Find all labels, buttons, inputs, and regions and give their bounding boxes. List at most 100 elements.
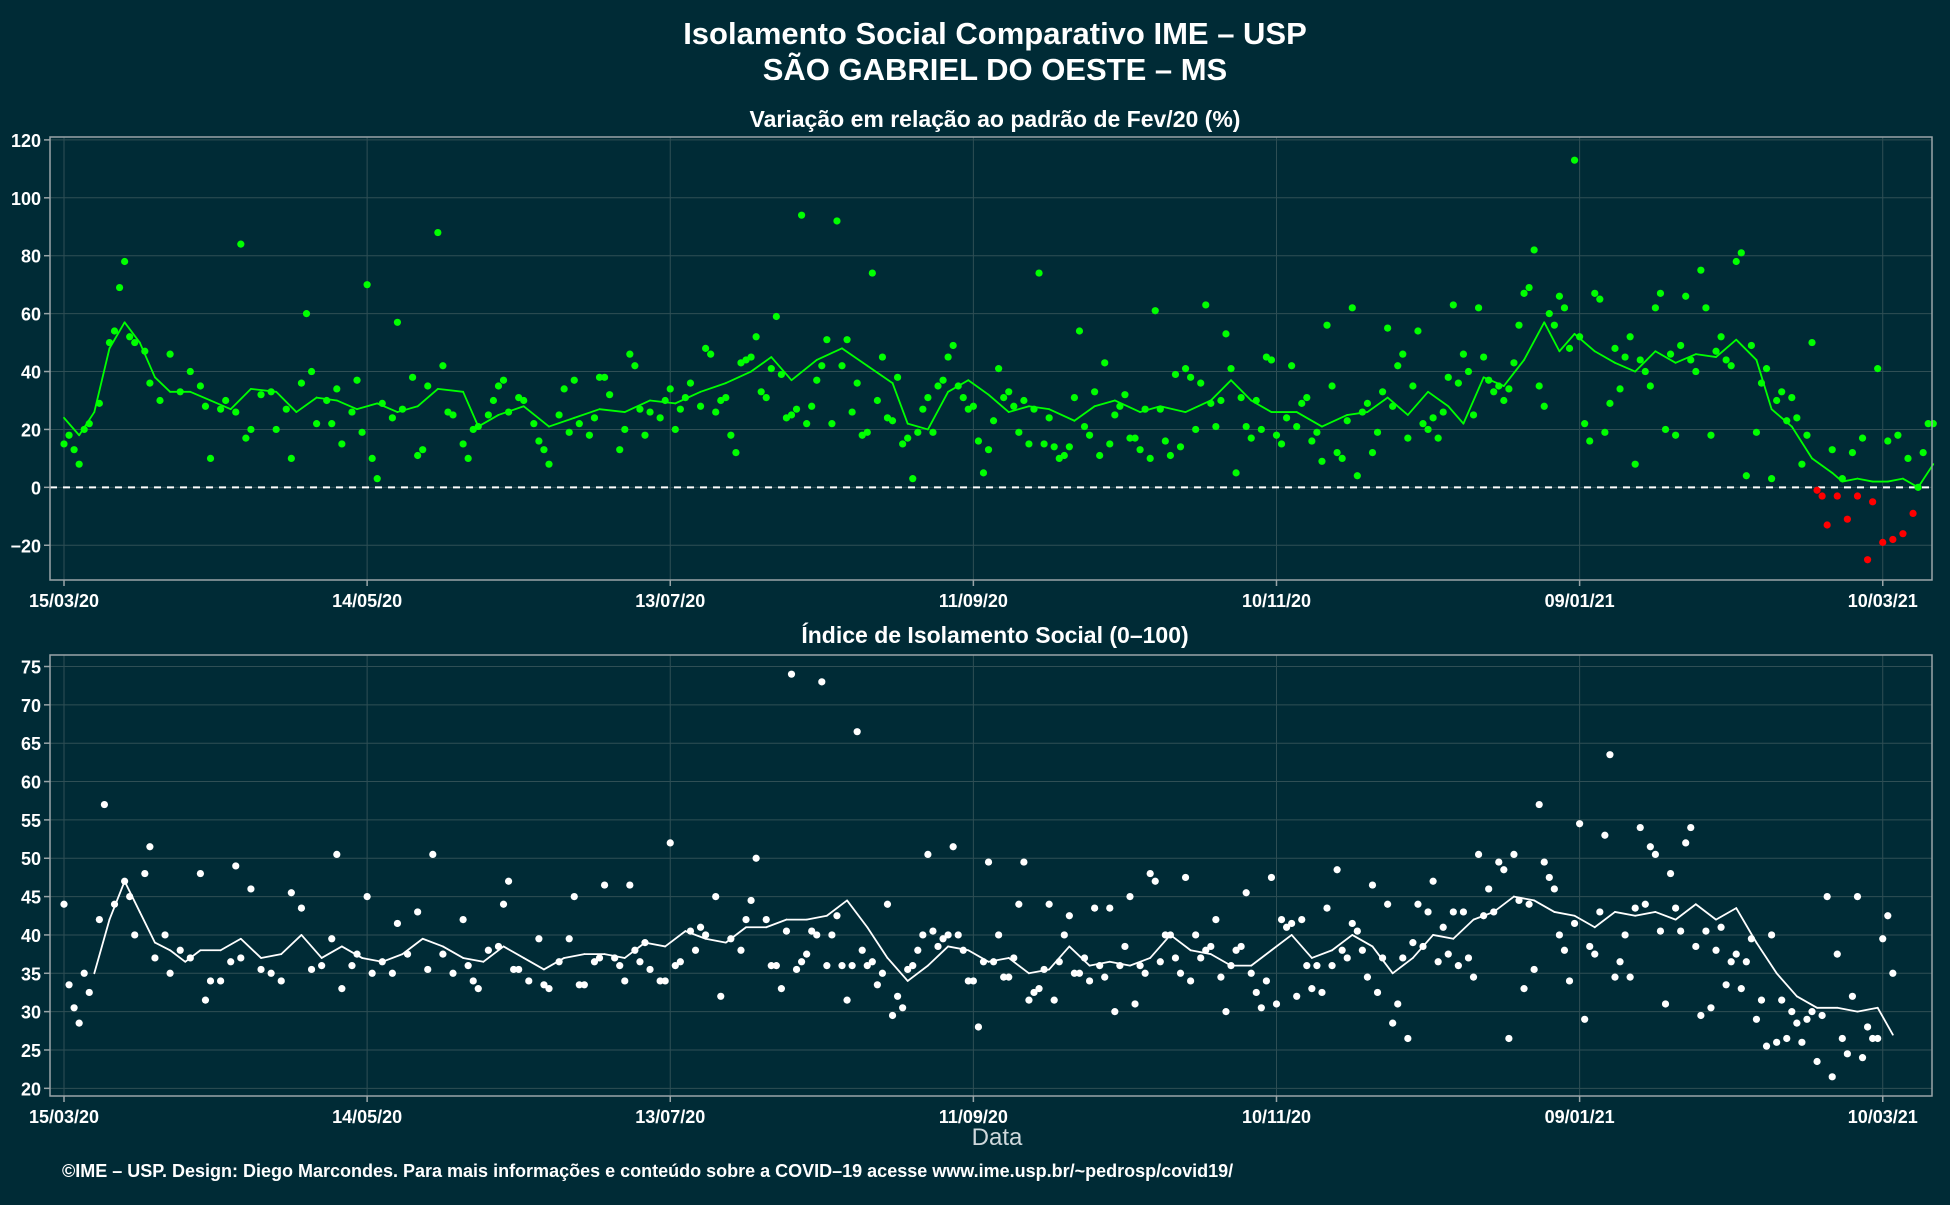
variation-data-point: [1863, 556, 1872, 564]
variation-data-point: [1641, 367, 1649, 376]
variation-data-point: [681, 393, 690, 402]
variation-data-point: [1520, 289, 1528, 297]
index-trend-line-segment: [1614, 911, 1637, 917]
variation-data-point: [1485, 376, 1493, 384]
variation-trend-line-segment: [1447, 405, 1465, 425]
variation-data-point: [1338, 454, 1346, 462]
variation-data-point: [1540, 402, 1548, 410]
variation-trend-line-segment: [436, 388, 465, 393]
variation-trend-line-segment: [1406, 390, 1429, 416]
variation-trend-line-segment: [229, 388, 252, 411]
index-data-point: [1601, 831, 1609, 839]
variation-data-point: [1151, 307, 1159, 315]
index-data-point: [1636, 823, 1644, 832]
variation-trend-line-segment: [335, 399, 358, 411]
index-data-point: [510, 965, 518, 974]
index-data-point: [838, 962, 846, 970]
variation-data-point: [530, 420, 538, 428]
index-data-point: [403, 950, 412, 958]
variation-trend-line-segment: [573, 408, 601, 419]
index-data-point: [1348, 919, 1356, 928]
variation-data-point: [1636, 356, 1644, 364]
variation-data-point: [974, 437, 983, 445]
index-data-point: [328, 935, 336, 943]
variation-trend-line-segment: [1502, 359, 1525, 387]
index-data-point: [1717, 923, 1725, 931]
variation-data-point: [1798, 460, 1806, 468]
variation-y-tick-label: 60: [21, 305, 41, 325]
variation-trend-line-segment: [967, 379, 990, 396]
index-y-tick-label: 60: [21, 773, 41, 793]
variation-data-point: [1045, 414, 1053, 422]
variation-data-point: [767, 365, 775, 373]
index-data-point: [1394, 1000, 1402, 1008]
index-y-tick-label: 30: [21, 1003, 41, 1023]
variation-data-point: [353, 376, 361, 384]
variation-data-point: [1899, 530, 1907, 538]
variation-data-point: [105, 338, 114, 347]
variation-data-point: [1384, 324, 1392, 332]
index-data-point: [792, 965, 801, 974]
index-data-point: [1545, 873, 1553, 882]
variation-data-point: [1272, 431, 1281, 439]
variation-data-point: [636, 405, 644, 413]
index-data-point: [1091, 904, 1099, 912]
index-data-point: [504, 877, 513, 885]
index-data-point: [1136, 962, 1144, 970]
index-trend-line-segment: [906, 964, 929, 982]
index-data-point: [1692, 942, 1700, 951]
index-data-point: [702, 931, 710, 939]
variation-data-point: [787, 411, 796, 419]
variation-data-point: [1727, 362, 1735, 370]
variation-trend-line-segment: [790, 359, 818, 382]
index-data-point: [555, 958, 563, 966]
variation-trend-line-segment: [209, 399, 232, 411]
index-data-point: [1879, 935, 1887, 943]
variation-data-point: [1767, 475, 1776, 483]
variation-data-point: [424, 382, 432, 390]
variation-data-point: [1449, 301, 1457, 309]
index-data-point: [1197, 954, 1205, 962]
index-data-point: [1424, 908, 1432, 916]
variation-data-point: [909, 475, 917, 483]
index-data-point: [570, 892, 578, 901]
variation-data-point: [1242, 422, 1250, 431]
index-data-point: [1414, 900, 1422, 908]
index-data-point: [1313, 962, 1321, 970]
variation-data-point: [1232, 469, 1240, 477]
variation-x-tick-label: 11/09/20: [939, 591, 1008, 611]
index-data-point: [1752, 1015, 1761, 1023]
variation-data-point: [1313, 428, 1321, 436]
variation-y-tick-label: 40: [21, 363, 41, 383]
index-data-point: [772, 962, 780, 970]
index-data-point: [1747, 935, 1755, 943]
variation-data-point: [828, 420, 836, 428]
index-data-point: [1833, 950, 1841, 958]
index-data-point: [368, 969, 376, 977]
variation-data-point: [590, 414, 599, 422]
index-data-point: [1282, 923, 1291, 931]
index-data-point: [1060, 931, 1068, 939]
variation-data-point: [217, 405, 225, 413]
variation-trend-line-segment: [891, 382, 909, 425]
index-data-point: [1035, 985, 1043, 993]
index-data-point: [267, 969, 275, 977]
index-trend-line-segment: [664, 930, 687, 948]
index-data-point: [1858, 1054, 1867, 1062]
index-data-point: [1353, 927, 1361, 935]
index-trend-line-segment: [1755, 941, 1778, 975]
variation-data-point: [297, 379, 306, 387]
variation-data-point: [1409, 382, 1417, 390]
index-data-point: [1444, 950, 1452, 958]
variation-trend-line-segment: [138, 341, 156, 379]
index-data-point: [636, 958, 644, 966]
variation-data-point: [1394, 362, 1402, 370]
index-data-point: [1308, 985, 1316, 993]
index-data-point: [126, 892, 134, 901]
index-trend-line-segment: [1593, 911, 1616, 929]
index-data-point: [176, 946, 184, 954]
index-data-point: [439, 950, 447, 958]
index-trend-line-segment: [1654, 911, 1677, 921]
index-data-point: [333, 850, 341, 859]
variation-data-point: [504, 408, 513, 416]
